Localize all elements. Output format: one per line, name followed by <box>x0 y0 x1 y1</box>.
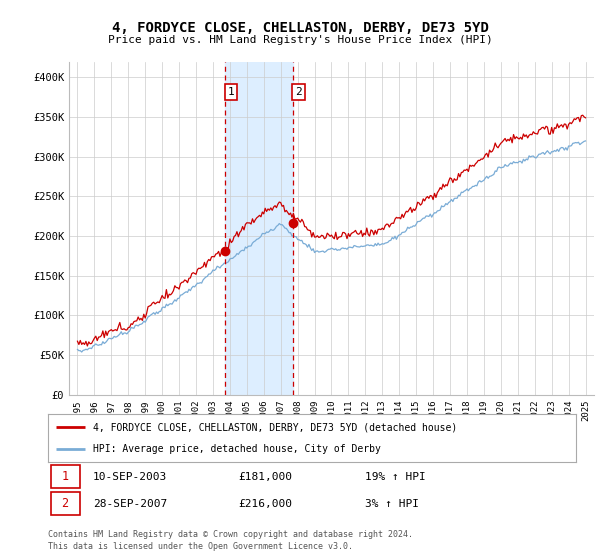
FancyBboxPatch shape <box>50 465 80 488</box>
Text: 19% ↑ HPI: 19% ↑ HPI <box>365 472 425 482</box>
Text: Contains HM Land Registry data © Crown copyright and database right 2024.: Contains HM Land Registry data © Crown c… <box>48 530 413 539</box>
Text: 28-SEP-2007: 28-SEP-2007 <box>93 499 167 509</box>
Text: 4, FORDYCE CLOSE, CHELLASTON, DERBY, DE73 5YD (detached house): 4, FORDYCE CLOSE, CHELLASTON, DERBY, DE7… <box>93 422 457 432</box>
Text: 2: 2 <box>61 497 68 510</box>
Text: 10-SEP-2003: 10-SEP-2003 <box>93 472 167 482</box>
FancyBboxPatch shape <box>50 492 80 515</box>
Text: £216,000: £216,000 <box>238 499 292 509</box>
Text: 3% ↑ HPI: 3% ↑ HPI <box>365 499 419 509</box>
Text: This data is licensed under the Open Government Licence v3.0.: This data is licensed under the Open Gov… <box>48 542 353 551</box>
Text: 4, FORDYCE CLOSE, CHELLASTON, DERBY, DE73 5YD: 4, FORDYCE CLOSE, CHELLASTON, DERBY, DE7… <box>112 21 488 35</box>
Text: Price paid vs. HM Land Registry's House Price Index (HPI): Price paid vs. HM Land Registry's House … <box>107 35 493 45</box>
Text: 1: 1 <box>227 87 234 97</box>
Text: 1: 1 <box>61 470 68 483</box>
Text: HPI: Average price, detached house, City of Derby: HPI: Average price, detached house, City… <box>93 444 381 454</box>
Text: 2: 2 <box>295 87 302 97</box>
Bar <box>225 62 293 395</box>
Text: £181,000: £181,000 <box>238 472 292 482</box>
